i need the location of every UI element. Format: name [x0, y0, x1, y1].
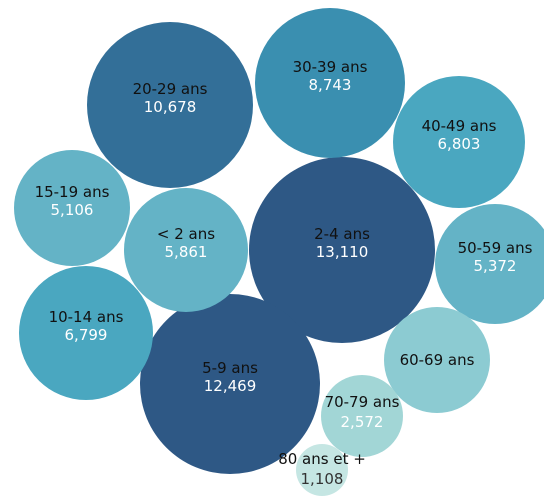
bubble-value-50-59-ans: 5,372 — [474, 257, 517, 275]
bubble-value-15-19-ans: 5,106 — [51, 201, 94, 219]
bubble-value-30-39-ans: 8,743 — [309, 76, 352, 94]
bubble-60-69-ans — [384, 307, 490, 413]
bubble-2-4-ans — [249, 157, 435, 343]
bubble-label-70-79-ans: 70-79 ans — [325, 393, 400, 411]
bubble-value-70-79-ans: 2,572 — [341, 413, 384, 431]
bubble-label-2-ans: < 2 ans — [157, 225, 215, 243]
bubble-5-9-ans — [140, 294, 320, 474]
bubble-value-10-14-ans: 6,799 — [65, 326, 108, 344]
bubble-value-20-29-ans: 10,678 — [144, 98, 197, 116]
bubble-value-2-4-ans: 13,110 — [316, 243, 369, 261]
bubble-label-80-ans-et: 80 ans et + — [278, 450, 366, 468]
bubble-label-60-69-ans: 60-69 ans — [400, 351, 475, 369]
bubble-value-2-ans: 5,861 — [165, 243, 208, 261]
bubble-label-30-39-ans: 30-39 ans — [293, 58, 368, 76]
bubble-70-79-ans — [321, 375, 403, 457]
bubble-10-14-ans — [19, 266, 153, 400]
bubble-20-29-ans — [87, 22, 253, 188]
bubble-label-50-59-ans: 50-59 ans — [458, 239, 533, 257]
bubble-80-ans-et — [296, 444, 348, 496]
bubble-label-15-19-ans: 15-19 ans — [35, 183, 110, 201]
bubble-label-2-4-ans: 2-4 ans — [314, 225, 370, 243]
bubble-2-ans — [124, 188, 248, 312]
bubble-50-59-ans — [435, 204, 544, 324]
bubble-15-19-ans — [14, 150, 130, 266]
bubble-label-10-14-ans: 10-14 ans — [49, 308, 124, 326]
bubble-label-20-29-ans: 20-29 ans — [133, 80, 208, 98]
bubble-value-80-ans-et: 1,108 — [301, 470, 344, 488]
bubble-value-40-49-ans: 6,803 — [438, 135, 481, 153]
bubble-label-40-49-ans: 40-49 ans — [422, 117, 497, 135]
bubble-30-39-ans — [255, 8, 405, 158]
bubble-label-5-9-ans: 5-9 ans — [202, 359, 258, 377]
bubble-40-49-ans — [393, 76, 525, 208]
bubble-value-5-9-ans: 12,469 — [204, 377, 257, 395]
